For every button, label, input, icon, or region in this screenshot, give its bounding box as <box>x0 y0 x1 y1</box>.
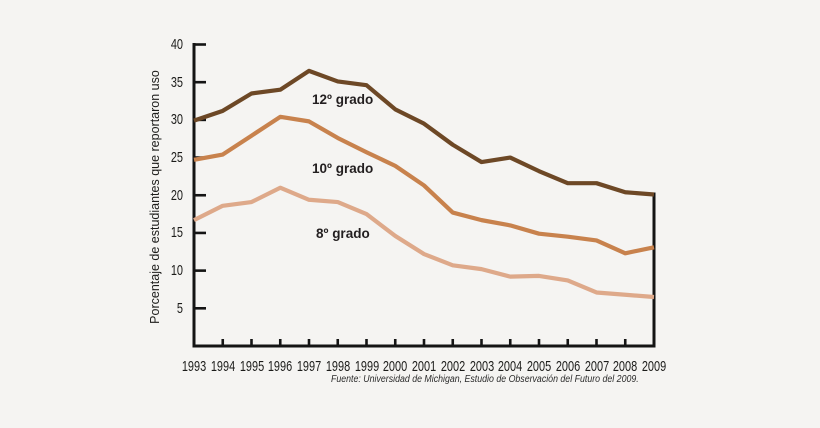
source-note: Fuente: Universidad de Michigan, Estudio… <box>331 374 639 385</box>
x-tick-label: 2008 <box>613 358 638 375</box>
x-tick-label: 2005 <box>526 358 552 375</box>
x-tick-label: 1997 <box>296 358 322 375</box>
y-tick-label: 10 <box>170 262 183 280</box>
y-tick-label: 35 <box>170 73 183 91</box>
x-tick-label: 2006 <box>555 358 580 375</box>
x-tick-label: 1999 <box>354 358 379 375</box>
y-tick-label: 30 <box>170 111 183 129</box>
series-label-12-grado: 12º grado <box>312 92 374 107</box>
y-tick-label: 25 <box>170 149 183 167</box>
x-tick-label: 2007 <box>584 358 609 375</box>
x-tick-label: 2003 <box>469 358 494 375</box>
x-tick-label: 1993 <box>181 358 207 375</box>
x-tick-label: 1994 <box>210 358 235 375</box>
x-tick-label: 2009 <box>641 358 667 375</box>
y-tick-label: 5 <box>176 299 183 317</box>
x-tick-label: 1995 <box>239 358 264 375</box>
x-tick-label: 1996 <box>268 358 293 375</box>
x-tick-label: 2004 <box>498 358 523 375</box>
series-label-8-grado: 8º grado <box>316 226 370 241</box>
x-tick-label: 2002 <box>440 358 465 375</box>
x-tick-label: 2001 <box>411 358 437 375</box>
data-line-series-0 <box>193 68 655 197</box>
data-line-series-1 <box>193 114 655 256</box>
x-tick-label: 2000 <box>383 358 408 375</box>
y-tick-label: 40 <box>170 36 183 53</box>
series-label-10-grado: 10º grado <box>312 161 374 176</box>
data-line-series-2 <box>193 185 655 300</box>
x-tick-label: 1998 <box>325 358 350 375</box>
y-tick-label: 20 <box>170 186 183 204</box>
y-tick-label: 15 <box>170 224 183 242</box>
